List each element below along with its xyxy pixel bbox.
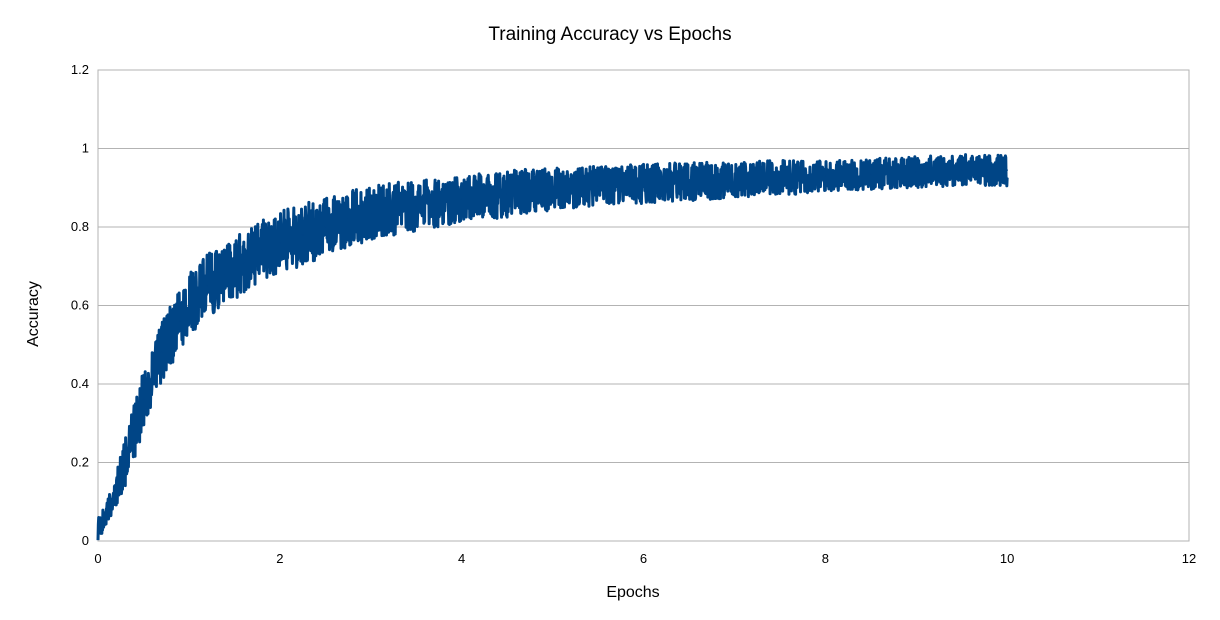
accuracy-data-point [188, 304, 190, 307]
accuracy-data-point [179, 320, 181, 323]
accuracy-data-point [115, 489, 117, 491]
y-tick-label: 1.2 [71, 62, 89, 77]
accuracy-data-point [260, 249, 263, 252]
accuracy-data-point [733, 179, 736, 181]
y-tick-label: 0.6 [71, 298, 89, 313]
x-tick-label: 12 [1182, 551, 1196, 566]
x-tick-label: 10 [1000, 551, 1014, 566]
chart-title: Training Accuracy vs Epochs [488, 24, 731, 45]
x-tick-label: 2 [276, 551, 283, 566]
accuracy-data-point [506, 192, 508, 195]
y-axis-tick-labels: 0 0.2 0.4 0.6 0.8 1 1.2 [71, 62, 89, 548]
y-axis-title: Accuracy [25, 281, 42, 347]
plot-area-frame [97, 69, 1190, 542]
accuracy-data-point [224, 273, 227, 275]
accuracy-data-point [124, 461, 127, 464]
accuracy-data-point [915, 171, 918, 173]
accuracy-data-point [242, 261, 245, 264]
accuracy-data-point [597, 184, 599, 187]
x-tick-label: 6 [640, 551, 647, 566]
accuracy-data-point [779, 177, 781, 179]
series-layer [96, 153, 1009, 541]
accuracy-data-point [279, 241, 281, 244]
accuracy-data-point [688, 181, 690, 183]
accuracy-data-point [142, 398, 145, 401]
x-axis-tick-labels: 0 2 4 6 8 10 12 [94, 551, 1196, 566]
accuracy-data-point [369, 212, 372, 215]
accuracy-data-point [151, 375, 154, 377]
accuracy-data-point [133, 430, 136, 432]
accuracy-data-point [642, 183, 645, 185]
accuracy-data-point [160, 351, 163, 354]
accuracy-data-point [960, 169, 963, 171]
accuracy-data-point [869, 173, 872, 175]
accuracy-data-point [106, 512, 108, 515]
accuracy-data-point [324, 226, 327, 228]
accuracy-data-point [97, 528, 99, 531]
accuracy-data-point [415, 204, 418, 207]
y-tick-label: 0 [82, 533, 89, 548]
accuracy-data-point [460, 198, 463, 201]
x-axis-title: Epochs [606, 584, 659, 601]
accuracy-data-point [206, 285, 208, 287]
accuracy-data-point [301, 234, 304, 236]
y-tick-label: 0.2 [71, 455, 89, 470]
y-tick-label: 0.4 [71, 376, 89, 391]
accuracy-data-point [347, 218, 349, 220]
x-tick-label: 4 [458, 551, 465, 566]
accuracy-data-point [824, 175, 827, 177]
x-tick-label: 0 [94, 551, 101, 566]
accuracy-data-point [169, 336, 172, 338]
y-tick-label: 0.8 [71, 219, 89, 234]
x-tick-label: 8 [822, 551, 829, 566]
y-tick-label: 1 [82, 141, 89, 156]
accuracy-data-point [551, 188, 554, 191]
accuracy-data-point [1006, 169, 1008, 171]
